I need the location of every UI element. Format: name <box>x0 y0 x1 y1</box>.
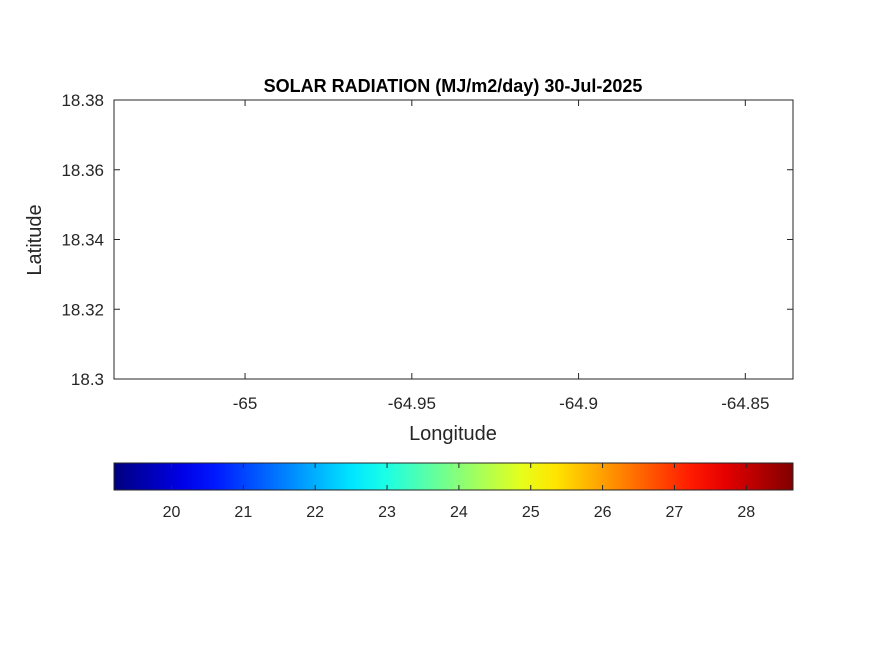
x-tick-label: -64.85 <box>721 394 769 413</box>
colorbar-ticks: 20 21 22 23 24 25 26 27 28 <box>163 463 755 521</box>
colorbar-tick-label: 22 <box>306 504 324 521</box>
colorbar-tick-label: 27 <box>666 504 684 521</box>
y-tick-label: 18.32 <box>61 300 104 319</box>
y-axis-label: Latitude <box>24 204 46 275</box>
colorbar-tick-label: 28 <box>737 504 755 521</box>
x-tick-label: -64.95 <box>388 394 436 413</box>
plot-area <box>114 100 793 379</box>
colorbar-tick-label: 26 <box>594 504 612 521</box>
y-tick-label: 18.36 <box>61 161 104 180</box>
colorbar-tick-label: 25 <box>522 504 540 521</box>
x-tick-label: -64.9 <box>559 394 598 413</box>
colorbar-tick-label: 21 <box>234 504 252 521</box>
y-axis-ticks: 18.3 18.32 18.34 18.36 18.38 <box>61 91 793 389</box>
x-axis-label: Longitude <box>409 423 497 445</box>
colorbar-tick-label: 23 <box>378 504 396 521</box>
colorbar-tick-label: 20 <box>163 504 181 521</box>
chart-title: SOLAR RADIATION (MJ/m2/day) 30-Jul-2025 <box>264 76 643 96</box>
colorbar-tick-label: 24 <box>450 504 468 521</box>
y-tick-label: 18.38 <box>61 91 104 110</box>
y-tick-label: 18.3 <box>71 370 104 389</box>
colorbar <box>113 462 794 491</box>
x-tick-label: -65 <box>233 394 258 413</box>
y-tick-label: 18.34 <box>61 231 104 250</box>
x-axis-ticks: -65 -64.95 -64.9 -64.85 <box>233 100 769 413</box>
